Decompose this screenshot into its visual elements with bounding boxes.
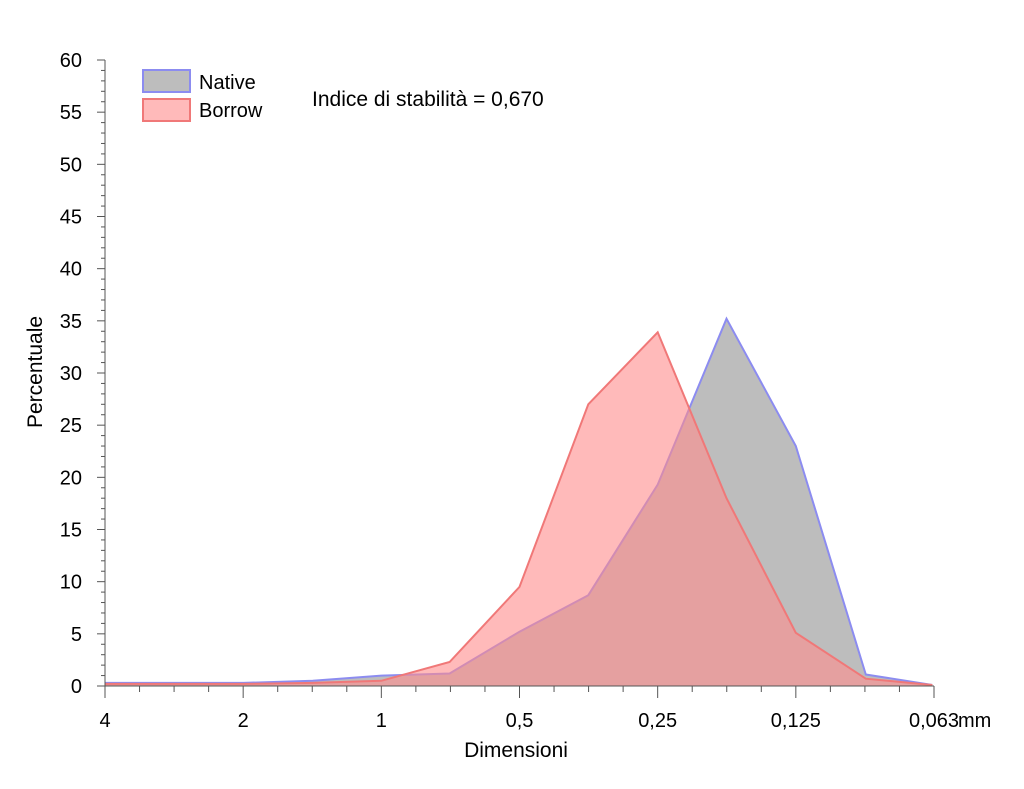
y-tick-label: 20: [60, 467, 82, 489]
x-tick-label: 0,125: [771, 710, 821, 732]
y-tick-label: 35: [60, 311, 82, 333]
line-borrow: [105, 330, 933, 686]
y-tick-label: 25: [60, 415, 82, 437]
y-tick-label: 0: [71, 676, 82, 698]
stability-index-annotation: Indice di stabilità = 0,670: [312, 88, 544, 111]
y-tick-label: 45: [60, 207, 82, 229]
plot-areas: [105, 316, 933, 686]
area-borrow: [105, 332, 933, 686]
x-ticks: 4 2 1 0,5 0,25 0,125 0,063: [99, 686, 959, 732]
y-tick-label: 55: [60, 102, 82, 124]
legend: Native Borrow: [142, 69, 263, 122]
x-tick-label: 0,25: [638, 710, 677, 732]
x-tick-label: 0,5: [506, 710, 534, 732]
legend-swatch-borrow: [142, 98, 191, 122]
legend-label-native: Native: [199, 72, 256, 94]
y-tick-label: 15: [60, 520, 82, 542]
legend-swatch-native: [142, 69, 191, 93]
legend-label-borrow: Borrow: [199, 100, 263, 122]
x-tick-label: 2: [238, 710, 249, 732]
x-tick-label: 4: [99, 710, 110, 732]
y-ticks: 0 5 10 15 20 25 30 35 40 45 50 55 60: [60, 50, 105, 698]
x-axis-title: Dimensioni: [464, 739, 568, 762]
y-tick-label: 10: [60, 572, 82, 594]
y-tick-label: 30: [60, 363, 82, 385]
y-tick-label: 40: [60, 259, 82, 281]
x-tick-label: 0,063: [909, 710, 959, 732]
y-tick-label: 50: [60, 154, 82, 176]
y-tick-label: 5: [71, 624, 82, 646]
x-tick-label: 1: [376, 710, 387, 732]
y-axis-title: Percentuale: [24, 316, 47, 428]
x-axis-unit: mm: [958, 710, 991, 732]
y-tick-label: 60: [60, 50, 82, 72]
